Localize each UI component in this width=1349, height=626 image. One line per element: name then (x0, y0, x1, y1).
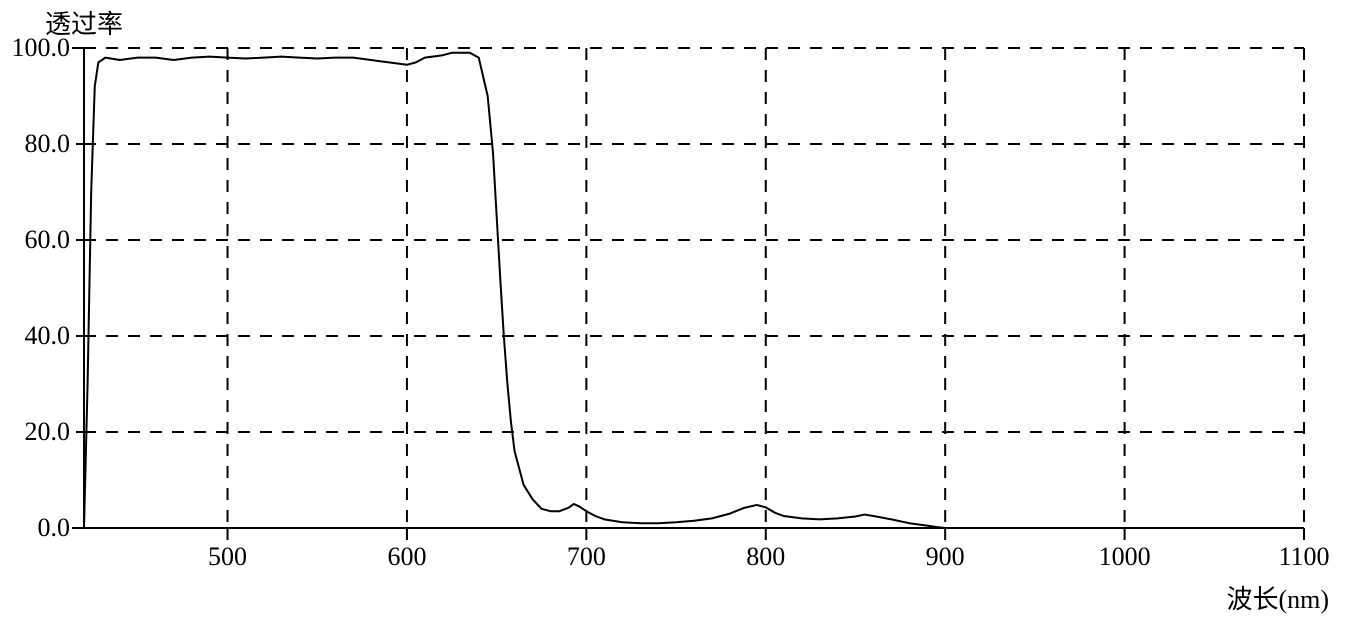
y-tick-label: 0.0 (38, 513, 71, 543)
x-tick-label: 800 (736, 542, 796, 572)
y-tick-label: 60.0 (25, 225, 71, 255)
y-tick-label: 100.0 (12, 33, 71, 63)
y-tick-label: 20.0 (25, 417, 71, 447)
transmittance-chart: 透过率 波长(nm) 0.020.040.060.080.0100.050060… (0, 0, 1349, 626)
x-tick-label: 900 (915, 542, 975, 572)
x-tick-label: 600 (377, 542, 437, 572)
y-tick-label: 80.0 (25, 129, 71, 159)
x-tick-label: 700 (556, 542, 616, 572)
x-tick-label: 1000 (1095, 542, 1155, 572)
y-tick-label: 40.0 (25, 321, 71, 351)
x-tick-label: 1100 (1274, 542, 1334, 572)
chart-svg (0, 0, 1349, 626)
x-tick-label: 500 (198, 542, 258, 572)
